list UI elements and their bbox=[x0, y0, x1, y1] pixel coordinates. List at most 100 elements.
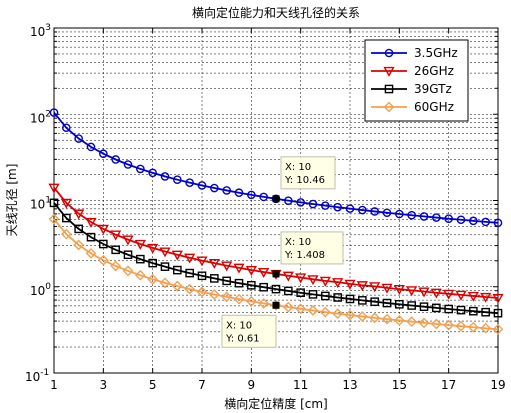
data-point-35ghz bbox=[432, 213, 441, 222]
data-point-26ghz bbox=[122, 235, 134, 246]
data-point-39gtz bbox=[49, 198, 59, 208]
x-tick-label: 1 bbox=[50, 378, 58, 392]
data-point-39gtz bbox=[321, 291, 330, 301]
data-point-26ghz bbox=[319, 276, 331, 287]
data-point-35ghz bbox=[469, 216, 478, 226]
data-point-60ghz bbox=[492, 323, 504, 335]
data-point-39gtz bbox=[123, 250, 133, 260]
data-point-35ghz bbox=[370, 207, 379, 216]
data-point-35ghz bbox=[123, 160, 133, 169]
data-point-60ghz bbox=[171, 280, 183, 292]
data-tip-box bbox=[221, 314, 277, 348]
data-point-26ghz bbox=[381, 283, 393, 294]
data-point-60ghz bbox=[134, 269, 146, 281]
data-point-35ghz bbox=[382, 208, 392, 218]
series-line-39gtz bbox=[53, 202, 499, 315]
x-tick-label: 7 bbox=[198, 378, 206, 392]
data-tip-y-text: Y: 10.46 bbox=[284, 175, 325, 186]
data-point-60ghz bbox=[393, 315, 405, 326]
data-point-26ghz bbox=[233, 263, 245, 274]
data-point-39gtz bbox=[247, 280, 256, 290]
data-point-39gtz bbox=[271, 284, 281, 294]
data-point-39gtz bbox=[296, 288, 305, 298]
legend-item-39gtz: 39GTz bbox=[371, 82, 452, 96]
x-tick-label: 17 bbox=[441, 378, 456, 392]
data-point-26ghz bbox=[295, 273, 307, 284]
data-point-35ghz bbox=[185, 178, 194, 187]
data-tip-cursor bbox=[272, 270, 280, 278]
legend-item-60ghz: 60GHz bbox=[371, 100, 454, 114]
data-point-35ghz bbox=[62, 123, 71, 133]
data-point-35ghz bbox=[99, 149, 108, 159]
data-point-60ghz bbox=[418, 317, 430, 329]
data-point-60ghz bbox=[356, 311, 368, 322]
data-point-35ghz bbox=[247, 190, 256, 200]
data-point-60ghz bbox=[196, 286, 208, 298]
data-point-60ghz bbox=[369, 312, 381, 324]
legend-label-35ghz: 3.5GHz bbox=[414, 46, 458, 60]
data-point-26ghz bbox=[406, 286, 418, 297]
data-point-39gtz bbox=[185, 268, 194, 278]
x-tick-label: 5 bbox=[149, 378, 157, 392]
data-point-35ghz bbox=[173, 175, 182, 184]
data-point-35ghz bbox=[271, 194, 281, 204]
data-point-60ghz bbox=[97, 254, 109, 266]
data-point-35ghz bbox=[74, 134, 83, 143]
data-point-60ghz bbox=[295, 303, 307, 315]
y-tick-label: 102 bbox=[30, 109, 51, 125]
data-point-35ghz bbox=[296, 198, 305, 207]
x-tick-label: 3 bbox=[100, 378, 108, 392]
data-point-39gtz bbox=[333, 293, 342, 302]
data-point-35ghz bbox=[333, 202, 342, 212]
y-tick-label: 103 bbox=[30, 23, 51, 39]
data-point-26ghz bbox=[443, 289, 455, 300]
data-point-26ghz bbox=[369, 282, 381, 293]
data-point-39gtz bbox=[222, 276, 231, 286]
data-tip-y-text: Y: 0.61 bbox=[225, 333, 260, 344]
data-point-26ghz bbox=[344, 279, 356, 290]
data-point-39gtz bbox=[136, 254, 145, 264]
data-point-26ghz bbox=[171, 250, 183, 261]
data-point-39gtz bbox=[469, 306, 478, 316]
legend-item-26ghz: 26GHz bbox=[371, 64, 454, 78]
x-tick-label: 13 bbox=[342, 378, 357, 392]
data-point-60ghz bbox=[73, 239, 85, 251]
data-point-35ghz bbox=[358, 205, 367, 215]
data-point-35ghz bbox=[148, 168, 157, 178]
data-tip-x-text: X: 10 bbox=[285, 162, 311, 173]
data-point-39gtz bbox=[395, 299, 404, 309]
data-point-35ghz bbox=[407, 210, 416, 220]
data-point-60ghz bbox=[430, 318, 442, 330]
data-point-35ghz bbox=[395, 209, 404, 219]
data-point-35ghz bbox=[160, 172, 170, 181]
data-point-60ghz bbox=[208, 289, 220, 300]
data-tip-y-text: Y: 1.408 bbox=[284, 250, 325, 261]
data-point-26ghz bbox=[332, 278, 344, 288]
data-tip-box bbox=[280, 231, 344, 265]
data-point-35ghz bbox=[197, 181, 207, 190]
data-point-39gtz bbox=[197, 271, 207, 281]
data-point-39gtz bbox=[432, 303, 441, 313]
data-point-26ghz bbox=[196, 256, 208, 267]
legend-marker-35ghz bbox=[384, 48, 394, 58]
y-tick-label: 10-1 bbox=[25, 368, 49, 384]
data-point-60ghz bbox=[122, 265, 134, 277]
data-point-39gtz bbox=[481, 307, 490, 317]
data-point-39gtz bbox=[99, 239, 108, 249]
data-point-39gtz bbox=[234, 278, 244, 288]
data-point-39gtz bbox=[259, 282, 268, 292]
data-point-26ghz bbox=[282, 271, 294, 282]
legend-label-26ghz: 26GHz bbox=[414, 64, 454, 78]
data-point-39gtz bbox=[284, 286, 293, 296]
data-point-39gtz bbox=[173, 265, 182, 275]
data-tips: X: 10 Y: 10.46 X: 10 Y: 1.408 X: 10 Y: 0.61 bbox=[221, 156, 344, 348]
data-point-60ghz bbox=[344, 309, 356, 321]
data-point-60ghz bbox=[85, 247, 97, 259]
data-point-35ghz bbox=[321, 201, 330, 210]
data-point-26ghz bbox=[430, 288, 442, 299]
legend-marker-60ghz bbox=[383, 101, 395, 113]
y-tick-label: 100 bbox=[30, 282, 51, 298]
data-point-35ghz bbox=[419, 212, 429, 221]
data-point-35ghz bbox=[259, 192, 268, 202]
